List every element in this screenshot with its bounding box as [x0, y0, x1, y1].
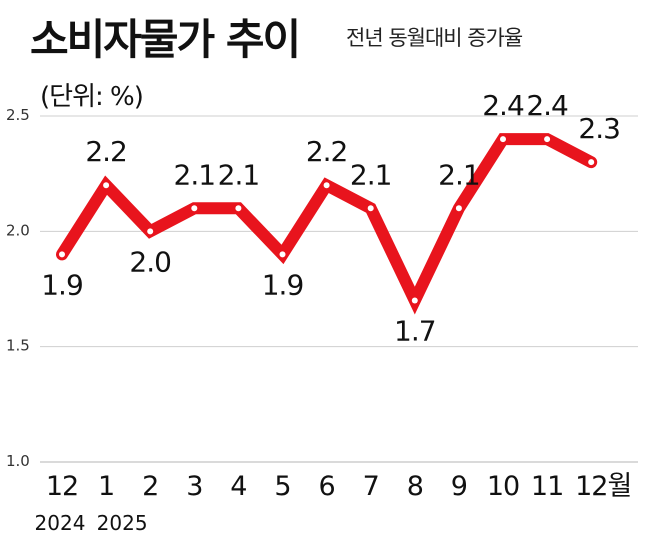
y-tick-label: 2.0 [6, 221, 30, 239]
data-point [544, 136, 551, 143]
data-point [500, 136, 506, 143]
x-tick-label: 5 [274, 471, 290, 502]
x-tick-label: 9 [451, 471, 467, 502]
data-label: 2.1 [174, 158, 216, 191]
data-label: 2.2 [306, 135, 348, 168]
x-tick-label: 2 [142, 471, 158, 502]
data-label: 1.7 [394, 315, 436, 348]
data-label: 2.3 [578, 112, 620, 145]
x-tick-label: 1 [98, 471, 114, 502]
x-tick-label: 12 [46, 471, 78, 502]
data-label: 1.9 [262, 268, 304, 301]
data-point [235, 205, 242, 212]
data-point [103, 182, 110, 189]
data-label: 2.0 [129, 245, 171, 278]
data-point [323, 182, 330, 189]
chart-title: 소비자물가 추이 [30, 15, 301, 64]
data-point [191, 205, 198, 212]
data-point [279, 251, 286, 258]
y-tick-label: 1.0 [6, 452, 30, 470]
y-tick-label: 1.5 [6, 337, 30, 355]
data-label: 2.1 [218, 158, 260, 191]
data-label: 2.2 [85, 135, 127, 168]
x-tick-label: 7 [363, 471, 379, 502]
x-tick-label: 8 [407, 471, 423, 502]
data-point [411, 297, 418, 304]
x-tick-label: 10 [487, 471, 519, 502]
y-tick-label: 2.5 [6, 106, 30, 124]
data-label: 1.9 [41, 268, 83, 301]
data-point [455, 205, 462, 212]
x-tick-label: 4 [230, 471, 246, 502]
data-point [367, 205, 374, 212]
year-label: 2024 [35, 511, 86, 535]
data-label: 2.4 [482, 89, 524, 122]
x-tick-label: 12월 [575, 471, 631, 502]
x-tick-label: 6 [319, 471, 335, 502]
data-label: 2.4 [526, 89, 568, 122]
x-tick-label: 3 [186, 471, 202, 502]
data-label: 2.1 [350, 158, 392, 191]
unit-label: (단위: %) [40, 82, 144, 112]
x-tick-label: 11 [531, 471, 563, 502]
chart-subtitle: 전년 동월대비 증가율 [346, 26, 523, 50]
data-point [588, 159, 595, 166]
data-point [59, 251, 65, 258]
data-point [147, 228, 154, 235]
data-label: 2.1 [438, 158, 480, 191]
year-label: 2025 [97, 511, 148, 535]
